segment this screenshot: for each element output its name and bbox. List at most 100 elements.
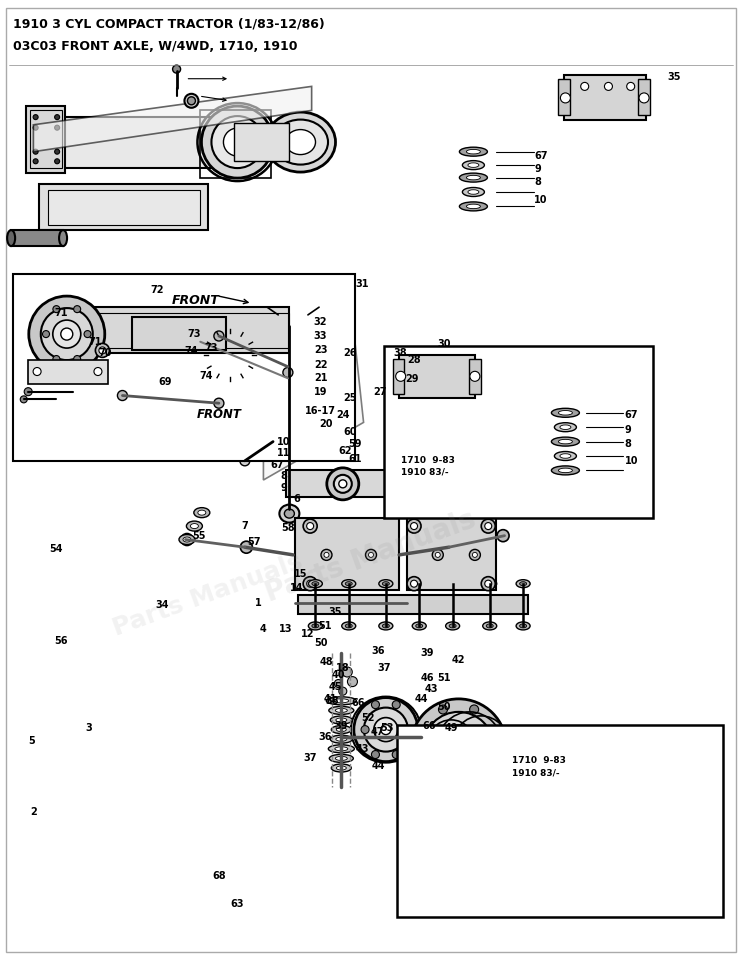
Circle shape [181,534,193,545]
Text: 67: 67 [534,151,548,160]
Circle shape [29,296,105,372]
Circle shape [449,737,468,756]
Text: 12: 12 [301,629,315,638]
Text: 55: 55 [192,531,206,540]
Bar [48,190,200,225]
Circle shape [73,305,81,313]
Bar [30,110,62,168]
Ellipse shape [559,411,572,415]
Circle shape [393,701,400,708]
Ellipse shape [336,766,347,770]
Text: 9: 9 [280,483,287,492]
Bar [26,106,65,173]
Ellipse shape [309,622,322,630]
Text: 51: 51 [437,673,450,683]
Text: 14: 14 [290,583,303,592]
Ellipse shape [275,409,303,424]
Bar [227,438,260,455]
Circle shape [581,83,588,90]
Circle shape [117,391,128,400]
Ellipse shape [449,624,456,628]
Circle shape [240,456,250,466]
Circle shape [170,367,177,374]
Ellipse shape [413,622,426,630]
Bar [43,320,102,343]
Circle shape [482,519,495,533]
Bar [169,408,226,444]
Text: 13: 13 [279,624,292,634]
Circle shape [303,519,317,533]
Circle shape [42,330,50,338]
Circle shape [173,65,180,73]
Ellipse shape [335,756,347,760]
Ellipse shape [516,580,530,588]
Text: 28: 28 [407,355,421,365]
Ellipse shape [462,160,485,170]
Ellipse shape [459,202,487,211]
Circle shape [403,726,410,733]
Text: 47: 47 [370,727,384,736]
Text: 74: 74 [200,372,213,381]
Text: 25: 25 [344,394,357,403]
Circle shape [201,106,274,178]
Text: Parts Manuals: Parts Manuals [262,506,480,608]
Circle shape [208,333,252,377]
Bar [469,359,481,394]
Ellipse shape [198,510,206,516]
Ellipse shape [551,437,580,446]
Text: 41: 41 [324,694,337,704]
Ellipse shape [446,622,459,630]
Text: 31: 31 [355,279,369,289]
Ellipse shape [559,468,572,472]
Text: 29: 29 [405,374,418,384]
Text: 35: 35 [329,608,342,617]
Text: FRONT: FRONT [172,294,220,307]
Circle shape [87,327,94,335]
Ellipse shape [334,699,349,703]
Text: 1710  9-83: 1710 9-83 [512,756,566,765]
Text: 56: 56 [54,636,68,646]
Ellipse shape [467,176,480,180]
Ellipse shape [330,735,352,743]
Circle shape [128,349,136,357]
Text: 45: 45 [329,683,342,692]
Circle shape [24,388,32,396]
Ellipse shape [336,728,347,732]
Bar [33,398,110,446]
Text: 48: 48 [320,658,333,667]
Bar [39,184,208,230]
Circle shape [55,149,59,155]
Circle shape [560,93,571,103]
Text: 50: 50 [437,702,450,711]
Circle shape [441,541,453,553]
Ellipse shape [278,395,301,408]
Ellipse shape [330,716,352,724]
Text: 27: 27 [373,387,387,396]
Circle shape [482,577,495,590]
Bar [45,403,100,442]
Bar [41,317,104,346]
Circle shape [364,708,408,752]
Circle shape [324,552,329,558]
Ellipse shape [336,718,347,722]
Ellipse shape [486,582,493,586]
Ellipse shape [551,408,580,418]
Text: 50: 50 [314,638,327,648]
Text: 21: 21 [314,373,327,383]
Ellipse shape [560,425,571,429]
Circle shape [33,158,38,164]
Bar [125,342,182,382]
Circle shape [470,705,479,714]
Text: 24: 24 [336,410,349,420]
Circle shape [84,330,91,338]
Text: 67: 67 [271,460,284,469]
Circle shape [354,698,418,761]
Polygon shape [33,86,312,152]
Text: 71: 71 [88,337,102,347]
Text: 39: 39 [335,721,348,731]
Ellipse shape [329,755,353,762]
Circle shape [381,725,391,734]
Circle shape [170,349,177,357]
Ellipse shape [446,580,459,588]
Ellipse shape [191,523,198,529]
